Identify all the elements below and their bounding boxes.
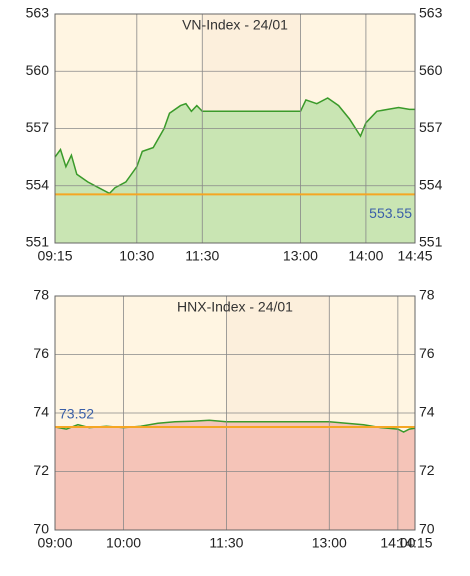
x-tick-label: 10:00 [106,535,141,551]
x-tick-label: 09:15 [37,248,72,264]
y-tick-label: 70 [419,521,435,537]
x-tick-label: 14:15 [397,535,432,551]
x-tick-label: 14:45 [397,248,432,264]
x-tick-label: 09:00 [37,535,72,551]
x-tick-label: 14:00 [380,535,415,551]
y-tick-label: 72 [419,462,435,478]
plot-border [54,295,416,531]
y-tick-label: 74 [419,404,435,420]
line [54,97,415,195]
y-tick-label: 78 [419,287,435,303]
y-tick-label: 76 [33,345,49,361]
y-tick-label: 551 [26,234,50,250]
y-tick-label: 551 [419,234,443,250]
reference-label: 553.55 [369,205,412,221]
y-tick-label: 74 [33,404,49,420]
y-tick-label: 70 [33,521,49,537]
y-tick-label: 554 [26,176,50,192]
x-tick-label: 14:00 [348,248,383,264]
x-tick-label: 13:00 [283,248,318,264]
area [55,98,415,243]
y-tick-label: 560 [26,62,50,78]
y-tick-label: 557 [419,119,443,135]
y-tick-label: 554 [419,176,443,192]
chart-title: HNX-Index - 24/01 [177,299,293,315]
x-tick-label: 11:30 [185,248,219,264]
y-tick-label: 557 [26,119,50,135]
x-tick-label: 13:00 [312,535,347,551]
x-tick-label: 10:30 [119,248,154,264]
plot-border [54,13,416,244]
y-tick-label: 563 [419,5,443,21]
y-tick-label: 560 [419,62,443,78]
y-tick-label: 78 [33,287,49,303]
y-tick-label: 76 [419,345,435,361]
area [55,420,415,530]
chart-title: VN-Index - 24/01 [182,17,288,33]
y-tick-label: 72 [33,462,49,478]
y-tick-label: 563 [26,5,50,21]
x-tick-label: 11:30 [209,535,243,551]
reference-label: 73.52 [59,406,94,422]
